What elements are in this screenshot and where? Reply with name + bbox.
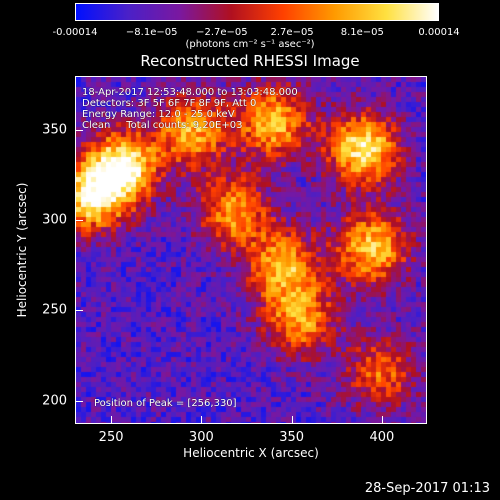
x-tick-label: 300 (188, 430, 214, 445)
y-axis-label: Heliocentric Y (arcsec) (15, 182, 29, 318)
y-tick-label: 250 (42, 302, 67, 318)
heatmap-image (76, 77, 426, 423)
y-tick-label: 300 (42, 212, 67, 228)
x-axis-label: Heliocentric X (arcsec) (183, 446, 319, 460)
chart-title: Reconstructed RHESSI Image (140, 52, 360, 70)
info-detectors: Detectors: 3F 5F 6F 7F 8F 9F, Att 0 (82, 98, 257, 109)
info-time-range: 18-Apr-2017 12:53:48.000 to 13:03:48.000 (82, 87, 298, 98)
info-clean-counts: Clean Total counts: 9.20E+03 (82, 120, 243, 131)
x-tick-label: 250 (98, 430, 124, 445)
colorbar-units: (photons cm⁻² s⁻¹ asec⁻²) (185, 39, 315, 50)
colorbar-tick-label: 0.00014 (418, 27, 460, 38)
colorbar-tick-label: 2.7e−05 (270, 27, 314, 38)
x-tick-mark (111, 416, 113, 423)
x-tick-label: 350 (279, 430, 305, 445)
colorbar-tick-label: −8.1e−05 (125, 27, 178, 38)
colorbar-tick-label: −2.7e−05 (196, 27, 248, 38)
y-tick-mark (76, 400, 83, 402)
x-tick-label: 400 (369, 430, 395, 445)
colorbar-tick-label: -0.00014 (52, 27, 98, 38)
y-tick-mark (76, 220, 83, 222)
y-tick-mark (76, 310, 83, 312)
plot-area: 18-Apr-2017 12:53:48.000 to 13:03:48.000… (75, 76, 427, 424)
x-tick-mark (381, 416, 383, 423)
info-energy-range: Energy Range: 12.0 - 25.0 keV (82, 109, 235, 120)
y-tick-label: 350 (42, 122, 67, 138)
timestamp: 28-Sep-2017 01:13 (364, 481, 490, 496)
info-peak-position: Position of Peak = [256,330] (94, 398, 237, 409)
colorbar-tick-label: 8.1e−05 (340, 27, 384, 38)
y-tick-mark (76, 130, 83, 132)
x-tick-mark (201, 416, 203, 423)
colorbar (75, 3, 439, 21)
x-tick-mark (291, 416, 293, 423)
y-tick-label: 200 (42, 393, 67, 409)
